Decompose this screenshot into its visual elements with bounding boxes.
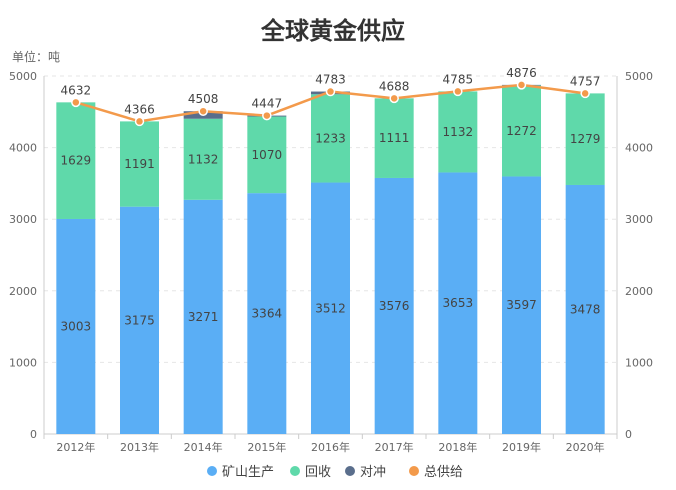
segment-value-label: 1070 <box>252 148 283 162</box>
legend-marker <box>207 466 217 476</box>
total-value-label: 4366 <box>124 102 155 116</box>
total-supply-point <box>453 86 463 97</box>
segment-value-label: 3003 <box>61 319 92 333</box>
y-left-tick-label: 5000 <box>9 70 37 83</box>
total-value-label: 4757 <box>570 74 601 88</box>
segment-value-label: 3512 <box>315 301 346 315</box>
x-tick-label: 2019年 <box>502 440 541 454</box>
bar-mine <box>502 176 541 434</box>
bar-mine <box>120 206 159 434</box>
y-right-tick-label: 1000 <box>625 356 653 369</box>
x-tick-label: 2014年 <box>184 440 223 454</box>
y-left-tick-label: 1000 <box>9 356 37 369</box>
segment-value-label: 1279 <box>570 132 601 146</box>
bar-recycle <box>438 91 478 173</box>
bar-mine <box>374 177 414 434</box>
bar-mine <box>183 199 223 434</box>
total-value-label: 4447 <box>252 97 283 111</box>
legend-marker <box>409 466 419 476</box>
total-supply-point <box>516 80 527 90</box>
bar-recycle <box>565 93 605 185</box>
bar-mine <box>565 184 605 434</box>
x-tick-label: 2013年 <box>120 440 159 454</box>
x-tick-label: 2018年 <box>438 440 477 454</box>
y-left-tick-label: 3000 <box>9 213 37 226</box>
x-tick-label: 2020年 <box>566 440 605 454</box>
bar-recycle <box>311 94 350 183</box>
y-left-tick-label: 2000 <box>9 285 37 298</box>
segment-value-label: 3271 <box>188 310 219 324</box>
y-left-tick-label: 0 <box>30 428 37 441</box>
total-supply-point <box>198 106 208 116</box>
bar-recycle <box>183 118 223 200</box>
total-value-label: 4785 <box>443 72 474 86</box>
bar-recycle <box>374 98 414 178</box>
bar-mine <box>311 182 350 434</box>
y-right-tick-label: 2000 <box>625 285 653 298</box>
segment-value-label: 1272 <box>506 124 537 138</box>
total-supply-point <box>134 116 145 127</box>
unit-label: 单位：吨 <box>12 49 60 64</box>
segment-value-label: 1132 <box>188 152 219 166</box>
bar-mine <box>438 172 478 435</box>
bar-recycle <box>502 85 541 177</box>
bars <box>56 84 605 435</box>
segment-value-label: 3597 <box>506 298 537 312</box>
y-right-tick-label: 0 <box>625 428 632 441</box>
total-value-label: 4783 <box>315 73 346 87</box>
total-supply-point <box>389 93 399 104</box>
segment-value-label: 3653 <box>443 296 474 310</box>
bar-recycle <box>120 121 159 207</box>
total-supply-point <box>262 110 272 121</box>
y-right-tick-label: 4000 <box>625 142 653 155</box>
data-labels: 3003 1629 3175 1191 3271 1132 3364 1070 3512 1233… <box>61 66 601 334</box>
y-left-tick-label: 4000 <box>9 142 37 155</box>
segment-value-label: 1132 <box>443 125 474 139</box>
segment-value-label: 1191 <box>124 157 155 171</box>
total-value-label: 4508 <box>188 92 219 106</box>
x-tick-label: 2016年 <box>311 440 350 454</box>
x-tick-label: 2012年 <box>56 440 95 454</box>
y-right-tick-label: 5000 <box>625 70 653 83</box>
segment-value-label: 3478 <box>570 302 601 316</box>
bar-recycle <box>56 102 96 219</box>
bar-recycle <box>247 116 287 194</box>
x-tick-label: 2017年 <box>375 440 414 454</box>
legend-marker <box>345 466 355 476</box>
bar-mine <box>56 218 96 434</box>
segment-value-label: 1111 <box>379 131 410 145</box>
bar-mine <box>247 193 287 434</box>
legend-label: 对冲 <box>360 465 386 480</box>
total-value-label: 4688 <box>379 79 410 93</box>
segment-value-label: 1233 <box>315 131 346 145</box>
total-supply-point <box>580 88 590 99</box>
legend-label: 总供给 <box>424 465 463 480</box>
chart-title: 全球黄金供应 <box>260 17 405 45</box>
legend-label: 回收 <box>305 465 331 480</box>
legend: 矿山生产 回收 对冲 总供给 <box>207 465 463 480</box>
axes: 0 1000 2000 3000 4000 5000 0 1000 2000 3000 4000 50… <box>9 70 653 454</box>
legend-label: 矿山生产 <box>222 465 274 480</box>
total-supply-point <box>71 97 81 108</box>
x-tick-label: 2015年 <box>247 440 286 454</box>
segment-value-label: 3576 <box>379 299 410 313</box>
total-supply-point <box>325 86 336 97</box>
y-right-tick-label: 3000 <box>625 213 653 226</box>
total-value-label: 4632 <box>61 83 92 97</box>
segment-value-label: 3364 <box>252 307 283 321</box>
segment-value-label: 3175 <box>124 313 155 327</box>
segment-value-label: 1629 <box>61 154 92 168</box>
total-value-label: 4876 <box>506 66 537 80</box>
total-supply-line <box>71 80 590 127</box>
legend-marker <box>290 466 300 476</box>
